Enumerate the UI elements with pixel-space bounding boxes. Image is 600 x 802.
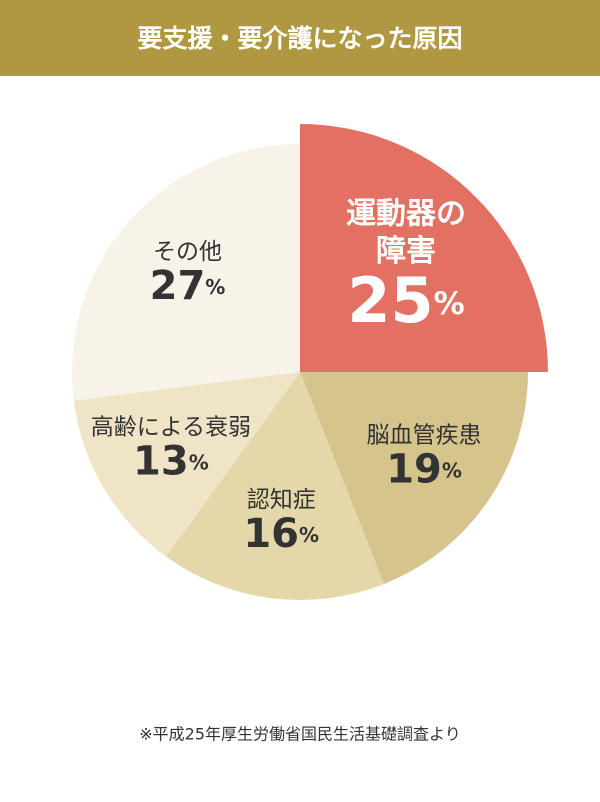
slice-label: 高齢による衰弱	[91, 414, 251, 440]
pie-slice	[165, 372, 384, 600]
value-number: 27	[150, 263, 206, 309]
slice-label: 運動器の障害	[346, 196, 466, 268]
value-number: 13	[133, 439, 189, 485]
slice-label-line: 認知症	[247, 486, 316, 512]
value-unit: %	[434, 285, 465, 321]
value-number: 25	[347, 264, 433, 337]
pie-slice	[72, 144, 300, 401]
value-number: 16	[243, 511, 299, 557]
pie-slice	[73, 372, 300, 557]
value-number: 19	[386, 447, 442, 493]
slice-label-line: 高齢による衰弱	[91, 414, 251, 440]
slice-label: 認知症	[247, 486, 316, 512]
slice-label-line: 運動器の	[346, 196, 466, 231]
value-label: 27%	[150, 263, 226, 309]
value-unit: %	[189, 450, 209, 474]
value-label: 19%	[386, 447, 462, 493]
value-unit: %	[442, 458, 462, 482]
value-label: 13%	[133, 439, 209, 485]
slice-label-line: 障害	[376, 234, 436, 269]
slice-label-line: その他	[153, 238, 222, 264]
slice-label: その他	[153, 238, 222, 264]
pie-slice	[300, 124, 548, 372]
slice-label: 脳血管疾患	[367, 422, 482, 448]
slice-label-line: 脳血管疾患	[367, 422, 482, 448]
footnote: ※平成25年厚生労働省国民生活基礎調査より	[139, 725, 460, 744]
title-bar	[0, 0, 600, 76]
pie-slice	[300, 372, 528, 584]
value-label: 25%	[347, 264, 464, 337]
value-unit: %	[299, 523, 319, 547]
value-unit: %	[205, 275, 225, 299]
value-label: 16%	[243, 511, 319, 557]
chart-title: 要支援・要介護になった原因	[137, 24, 462, 53]
